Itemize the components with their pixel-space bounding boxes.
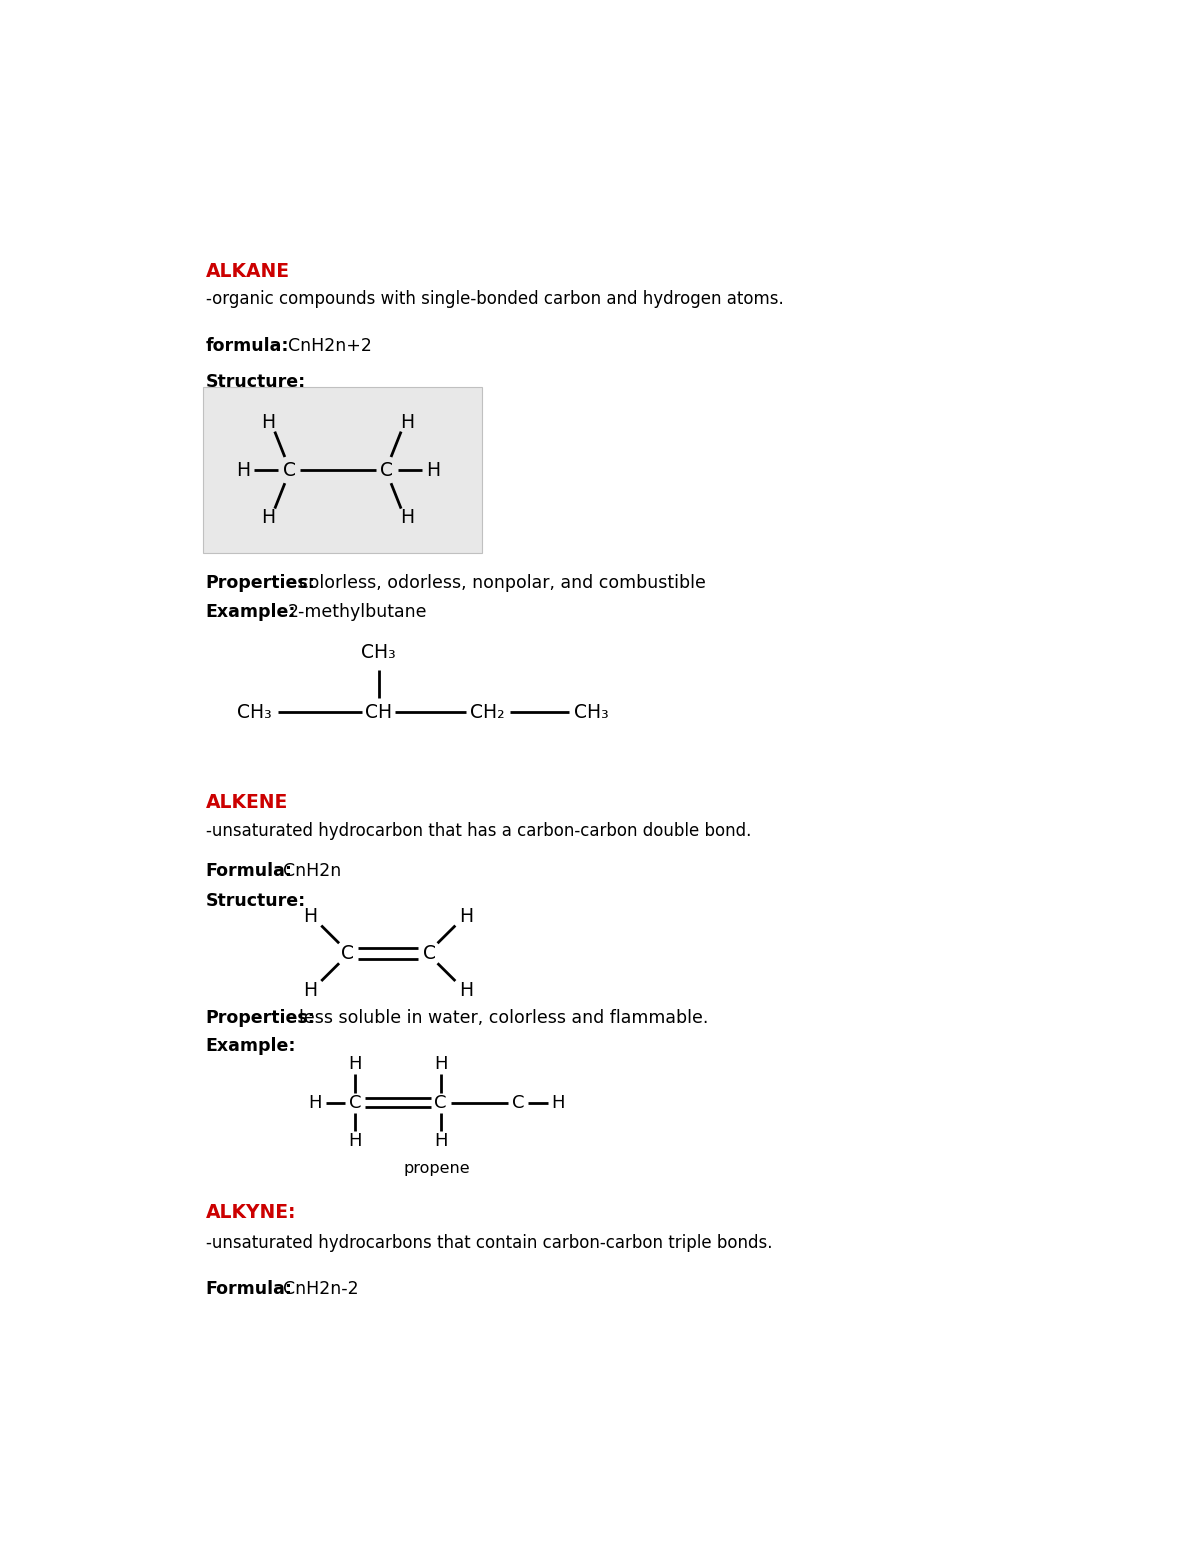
Text: C: C <box>422 944 436 963</box>
Text: C: C <box>283 461 296 480</box>
Text: Properties:: Properties: <box>206 1009 316 1027</box>
Text: H: H <box>401 413 414 432</box>
Text: Example:: Example: <box>206 1037 296 1054</box>
Text: Structure:: Structure: <box>206 373 306 391</box>
Text: C: C <box>341 944 354 963</box>
Text: H: H <box>460 981 473 1000</box>
Text: propene: propene <box>403 1160 470 1176</box>
Text: CnH2n: CnH2n <box>283 862 342 881</box>
Text: ALKENE: ALKENE <box>206 794 288 812</box>
Text: -organic compounds with single-bonded carbon and hydrogen atoms.: -organic compounds with single-bonded ca… <box>206 290 784 309</box>
Text: CH₃: CH₃ <box>238 704 272 722</box>
Text: formula:: formula: <box>206 337 289 354</box>
Text: H: H <box>304 907 318 926</box>
Text: CH₃: CH₃ <box>361 643 396 662</box>
Text: ALKANE: ALKANE <box>206 262 290 281</box>
Text: H: H <box>552 1093 565 1112</box>
Bar <box>203 387 481 553</box>
Text: H: H <box>426 461 440 480</box>
Text: H: H <box>349 1132 362 1151</box>
Text: H: H <box>434 1054 448 1073</box>
Text: C: C <box>349 1093 361 1112</box>
Text: -unsaturated hydrocarbons that contain carbon-carbon triple bonds.: -unsaturated hydrocarbons that contain c… <box>206 1233 773 1252</box>
Text: CH: CH <box>365 704 392 722</box>
Text: H: H <box>262 508 276 528</box>
Text: H: H <box>434 1132 448 1151</box>
Text: Structure:: Structure: <box>206 891 306 910</box>
Text: colorless, odorless, nonpolar, and combustible: colorless, odorless, nonpolar, and combu… <box>299 575 706 592</box>
Text: H: H <box>401 508 414 528</box>
Text: ALKYNE:: ALKYNE: <box>206 1202 296 1222</box>
Text: Properties:: Properties: <box>206 575 316 592</box>
Text: H: H <box>349 1054 362 1073</box>
Text: CnH2n+2: CnH2n+2 <box>288 337 372 354</box>
Text: H: H <box>308 1093 322 1112</box>
Text: Formula:: Formula: <box>206 1280 293 1298</box>
Text: 2-methylbutane: 2-methylbutane <box>288 603 427 621</box>
Text: H: H <box>236 461 250 480</box>
Text: C: C <box>512 1093 524 1112</box>
Text: CH₃: CH₃ <box>575 704 610 722</box>
Text: Formula:: Formula: <box>206 862 293 881</box>
Text: CH₂: CH₂ <box>470 704 504 722</box>
Text: -unsaturated hydrocarbon that has a carbon-carbon double bond.: -unsaturated hydrocarbon that has a carb… <box>206 823 751 840</box>
Text: C: C <box>434 1093 446 1112</box>
Text: H: H <box>262 413 276 432</box>
Text: H: H <box>304 981 318 1000</box>
Text: CnH2n-2: CnH2n-2 <box>283 1280 359 1298</box>
Text: H: H <box>460 907 473 926</box>
Text: less soluble in water, colorless and flammable.: less soluble in water, colorless and fla… <box>299 1009 708 1027</box>
Text: C: C <box>380 461 392 480</box>
Text: Example:: Example: <box>206 603 296 621</box>
